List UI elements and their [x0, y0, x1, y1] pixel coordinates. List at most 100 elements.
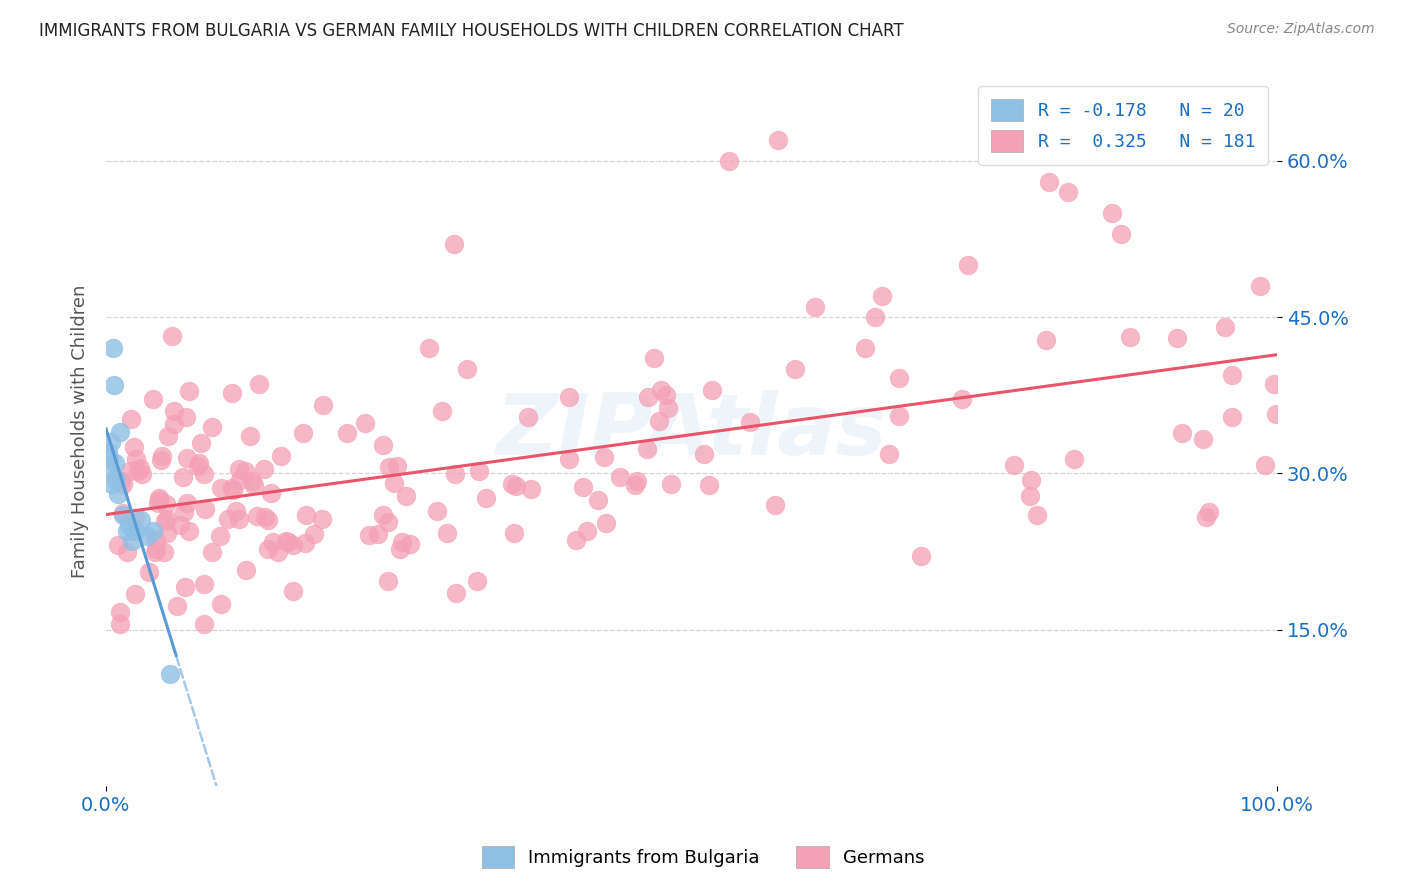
Point [637, 390, 659, 404]
Point [377, 515, 399, 529]
Point [107, 539, 129, 553]
Point [1263, 376, 1285, 391]
Point [294, 535, 316, 549]
Point [281, 538, 304, 552]
Point [359, 528, 381, 542]
Point [153, 515, 176, 529]
Point [1249, 278, 1271, 293]
Point [115, 524, 138, 538]
Point [166, 599, 188, 613]
Point [636, 442, 658, 456]
Point [398, 537, 420, 551]
Point [950, 392, 973, 407]
Point [1038, 175, 1060, 189]
Point [120, 411, 142, 425]
Point [302, 527, 325, 541]
Point [292, 425, 315, 440]
Point [391, 534, 413, 549]
Point [176, 451, 198, 466]
Legend: Immigrants from Bulgaria, Germans: Immigrants from Bulgaria, Germans [471, 835, 935, 879]
Point [1195, 510, 1218, 524]
Point [177, 384, 200, 398]
Point [262, 535, 284, 549]
Point [863, 310, 886, 324]
Point [643, 351, 665, 365]
Point [222, 483, 245, 497]
Point [565, 533, 588, 547]
Point [187, 458, 209, 473]
Point [172, 470, 194, 484]
Point [312, 398, 335, 412]
Point [700, 383, 723, 397]
Point [118, 465, 141, 479]
Point [1021, 473, 1043, 487]
Point [697, 477, 720, 491]
Point [910, 549, 932, 564]
Point [502, 526, 524, 541]
Point [160, 328, 183, 343]
Point [98, 450, 121, 465]
Point [558, 390, 581, 404]
Point [209, 482, 232, 496]
Point [127, 464, 149, 478]
Point [1198, 505, 1220, 519]
Point [378, 460, 401, 475]
Point [650, 383, 672, 397]
Point [146, 496, 169, 510]
Point [188, 456, 211, 470]
Point [176, 496, 198, 510]
Point [148, 491, 170, 506]
Point [108, 617, 131, 632]
Point [153, 545, 176, 559]
Point [595, 516, 617, 530]
Point [125, 451, 148, 466]
Point [443, 237, 465, 252]
Point [110, 605, 132, 619]
Point [239, 428, 262, 442]
Point [145, 533, 167, 548]
Point [426, 503, 449, 517]
Point [353, 417, 375, 431]
Point [276, 534, 298, 549]
Point [367, 526, 389, 541]
Point [870, 289, 893, 303]
Point [1119, 330, 1142, 344]
Point [1109, 227, 1132, 241]
Point [446, 586, 468, 600]
Point [785, 362, 807, 376]
Point [217, 512, 239, 526]
Point [142, 392, 165, 406]
Point [148, 492, 170, 507]
Point [385, 459, 408, 474]
Point [505, 478, 527, 492]
Point [124, 511, 146, 525]
Point [766, 133, 789, 147]
Point [377, 574, 399, 588]
Point [118, 518, 141, 533]
Point [221, 482, 243, 496]
Y-axis label: Family Households with Children: Family Households with Children [72, 285, 89, 578]
Point [1254, 458, 1277, 473]
Point [100, 476, 122, 491]
Point [1063, 451, 1085, 466]
Point [444, 467, 467, 482]
Point [150, 449, 173, 463]
Point [432, 404, 454, 418]
Point [101, 341, 124, 355]
Point [157, 429, 180, 443]
Point [624, 477, 647, 491]
Point [1026, 508, 1049, 522]
Point [295, 508, 318, 523]
Point [145, 542, 167, 557]
Point [692, 447, 714, 461]
Point [124, 587, 146, 601]
Point [190, 436, 212, 450]
Point [103, 377, 125, 392]
Point [131, 467, 153, 481]
Point [395, 489, 418, 503]
Point [129, 513, 152, 527]
Point [110, 474, 132, 488]
Point [516, 410, 538, 425]
Point [763, 498, 786, 512]
Point [221, 386, 243, 401]
